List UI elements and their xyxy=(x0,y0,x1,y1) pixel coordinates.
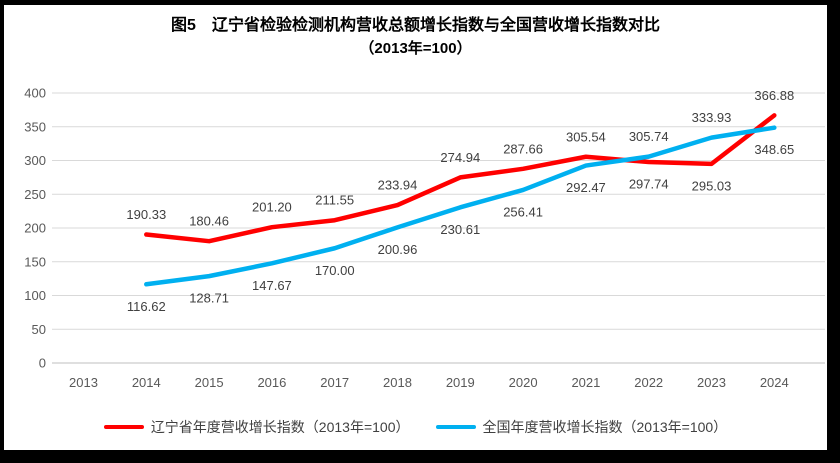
data-label-liaoning: 305.54 xyxy=(566,129,606,144)
y-axis-tick-label: 50 xyxy=(32,322,46,337)
legend-label-national: 全国年度营收增长指数（2013年=100） xyxy=(482,419,728,435)
chart-title-line1: 图5 辽宁省检验检测机构营收总额增长指数与全国营收增长指数对比 xyxy=(171,17,660,34)
data-label-liaoning: 211.55 xyxy=(315,193,354,208)
y-axis-tick-label: 350 xyxy=(24,119,46,134)
x-axis-tick-label: 2014 xyxy=(132,375,161,390)
series-line-national xyxy=(144,125,777,287)
data-label-national: 256.41 xyxy=(503,204,543,219)
data-label-national: 333.93 xyxy=(692,110,732,125)
data-label-liaoning: 190.33 xyxy=(126,207,166,222)
data-label-liaoning: 366.88 xyxy=(754,88,794,103)
data-label-liaoning: 201.20 xyxy=(252,200,292,215)
x-axis-tick-label: 2013 xyxy=(69,375,98,390)
legend-item-liaoning: 辽宁省年度营收增长指数（2013年=100） xyxy=(103,417,410,437)
data-label-national: 292.47 xyxy=(566,180,606,195)
chart-plot-area: 0 50 100 150 200 250 300 350 400 2013 2014 2015 2016… xyxy=(24,86,825,390)
legend-line-swatch-national xyxy=(435,425,476,429)
data-label-liaoning: 274.94 xyxy=(440,150,480,165)
chart-title: 图5 辽宁省检验检测机构营收总额增长指数与全国营收增长指数对比 （2013年=1… xyxy=(4,14,827,60)
y-axis-tick-label: 200 xyxy=(24,221,46,236)
data-label-liaoning: 180.46 xyxy=(189,214,229,229)
chart-legend: 辽宁省年度营收增长指数（2013年=100） 全国年度营收增长指数（2013年=1… xyxy=(4,417,827,437)
data-label-liaoning: 233.94 xyxy=(378,178,418,193)
x-axis-tick-label: 2021 xyxy=(571,375,600,390)
x-axis-tick-label: 2024 xyxy=(760,375,789,390)
legend-line-swatch-liaoning xyxy=(103,425,144,429)
data-label-national: 116.62 xyxy=(127,299,166,314)
x-axis-tick-label: 2019 xyxy=(446,375,475,390)
x-axis-tick-label: 2023 xyxy=(697,375,726,390)
legend-item-national: 全国年度营收增长指数（2013年=100） xyxy=(435,417,728,437)
y-axis-tick-label: 300 xyxy=(24,153,46,168)
x-axis-tick-label: 2022 xyxy=(634,375,663,390)
data-label-national: 170.00 xyxy=(315,263,355,278)
chart-title-line2: （2013年=100） xyxy=(359,40,472,57)
y-axis-tick-label: 100 xyxy=(24,288,46,303)
data-label-liaoning: 287.66 xyxy=(503,141,543,156)
y-axis-tick-label: 400 xyxy=(24,86,46,101)
x-axis-tick-label: 2018 xyxy=(383,375,412,390)
data-label-national: 128.71 xyxy=(189,291,229,306)
series-line-liaoning xyxy=(144,113,777,244)
x-axis-tick-label: 2017 xyxy=(320,375,349,390)
data-label-national: 200.96 xyxy=(378,242,418,257)
data-label-liaoning: 295.03 xyxy=(692,178,732,193)
data-label-national: 147.67 xyxy=(252,278,292,293)
x-axis-tick-label: 2015 xyxy=(195,375,224,390)
y-axis-tick-label: 0 xyxy=(39,356,46,371)
data-label-national: 230.61 xyxy=(440,222,480,237)
data-label-national: 348.65 xyxy=(754,142,794,157)
chart-canvas: 图5 辽宁省检验检测机构营收总额增长指数与全国营收增长指数对比 （2013年=1… xyxy=(4,5,827,450)
x-axis-tick-label: 2016 xyxy=(257,375,286,390)
y-axis-tick-label: 250 xyxy=(24,187,46,202)
legend-label-liaoning: 辽宁省年度营收增长指数（2013年=100） xyxy=(150,419,410,435)
x-axis-tick-label: 2020 xyxy=(509,375,538,390)
y-axis-tick-label: 150 xyxy=(24,254,46,269)
data-label-national: 305.74 xyxy=(629,129,669,144)
data-label-liaoning: 297.74 xyxy=(629,177,669,192)
